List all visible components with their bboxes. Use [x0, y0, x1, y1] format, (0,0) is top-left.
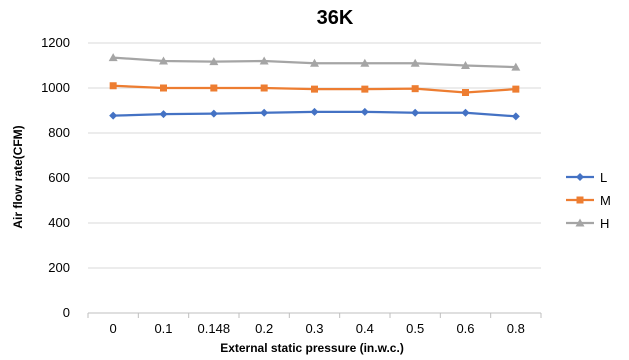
y-tick-label: 200 — [48, 260, 70, 275]
data-point-M — [361, 85, 369, 93]
data-point-L — [411, 108, 420, 117]
data-point-L — [260, 108, 269, 117]
data-point-L — [461, 108, 470, 117]
legend-swatch-marker — [576, 173, 584, 181]
x-tick-label: 0.6 — [456, 321, 474, 336]
y-tick-label: 1200 — [41, 35, 70, 50]
y-tick-label: 800 — [48, 125, 70, 140]
y-tick-label: 0 — [63, 305, 70, 320]
y-tick-label: 400 — [48, 215, 70, 230]
x-tick-label: 0.3 — [305, 321, 323, 336]
y-axis-title: Air flow rate(CFM) — [11, 125, 25, 228]
x-axis-title: External static pressure (in.w.c.) — [220, 341, 404, 355]
data-point-M — [512, 85, 520, 93]
gridlines — [88, 42, 541, 269]
x-tick-label: 0.8 — [507, 321, 525, 336]
data-point-L — [511, 112, 520, 121]
data-point-M — [411, 85, 419, 93]
series-lines — [108, 53, 521, 121]
y-tick-label: 600 — [48, 170, 70, 185]
data-point-H — [461, 61, 470, 69]
legend-swatch-marker — [575, 218, 585, 227]
legend: LMH — [566, 170, 611, 231]
data-point-H — [410, 58, 420, 67]
data-point-M — [109, 82, 117, 90]
legend-item-L: L — [566, 170, 607, 185]
series-L — [109, 107, 520, 121]
series-M — [109, 82, 520, 96]
legend-swatch-marker — [576, 196, 584, 204]
data-point-M — [160, 84, 167, 92]
y-tick-label: 1000 — [41, 80, 70, 95]
data-point-M — [260, 84, 268, 92]
chart-title: 36K — [317, 7, 354, 29]
legend-label: H — [600, 216, 609, 231]
legend-label: L — [600, 170, 607, 185]
series-H — [108, 53, 521, 71]
data-point-L — [360, 107, 369, 116]
data-point-H — [310, 58, 319, 67]
data-point-H — [209, 57, 219, 66]
data-point-M — [210, 84, 218, 92]
legend-item-H: H — [566, 216, 609, 231]
data-point-M — [311, 85, 318, 93]
data-point-L — [159, 110, 168, 119]
data-point-H — [108, 53, 118, 62]
x-tick-label: 0.2 — [255, 321, 273, 336]
data-point-H — [360, 58, 370, 67]
axes: 0 200 400 600 800 1000 1200 0 0.1 0.148 0.2 0.3 0.4 0… — [41, 35, 542, 336]
data-point-H — [511, 62, 521, 71]
data-point-L — [209, 109, 218, 118]
x-tick-label: 0.4 — [356, 321, 374, 336]
data-point-M — [462, 89, 469, 96]
x-tick-label: 0.148 — [198, 321, 231, 336]
legend-label: M — [600, 193, 611, 208]
data-point-L — [109, 111, 118, 120]
x-tick-label: 0 — [110, 321, 117, 336]
x-tick-label: 0.1 — [154, 321, 172, 336]
data-point-H — [159, 56, 168, 65]
x-tick-label: 0.5 — [406, 321, 424, 336]
data-point-H — [259, 56, 269, 65]
legend-item-M: M — [566, 193, 611, 208]
data-point-L — [310, 107, 319, 116]
